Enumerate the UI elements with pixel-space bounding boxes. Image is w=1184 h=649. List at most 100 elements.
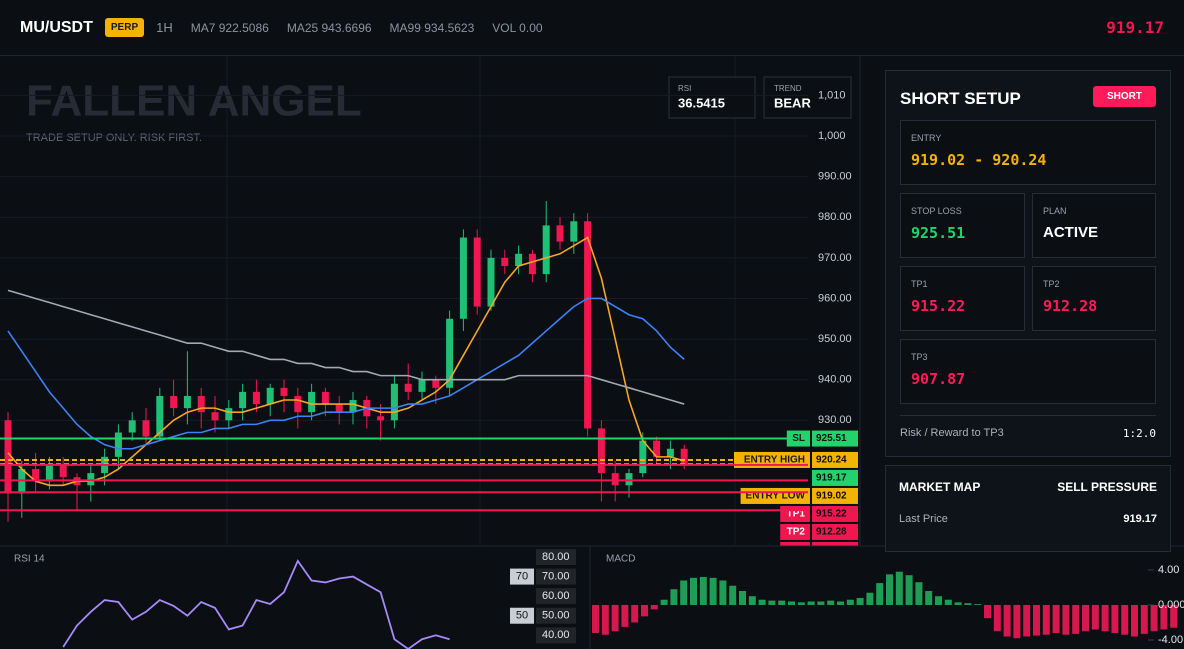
y-tick-label: 70.00	[542, 570, 570, 582]
candle-body	[114, 432, 122, 457]
macd-bar	[739, 590, 746, 605]
candle-body	[266, 387, 274, 405]
macd-bar	[660, 599, 668, 605]
macd-bar	[1160, 604, 1168, 630]
macd-bar	[729, 585, 737, 605]
macd-bar	[1033, 604, 1040, 636]
candle-body	[321, 391, 329, 405]
y-tick-label: 980.00	[818, 211, 852, 223]
candle-body	[666, 448, 674, 457]
ma-line	[7, 289, 685, 405]
trend-box	[763, 76, 852, 119]
candle-body	[459, 237, 467, 319]
candle-body	[528, 253, 536, 275]
macd-bar	[1023, 604, 1031, 637]
level-name-box	[786, 430, 810, 447]
macd-bar	[944, 599, 952, 605]
macd-bar	[1101, 604, 1109, 632]
macd-bar	[1052, 604, 1060, 633]
candle-body	[515, 253, 523, 266]
macd-bar	[690, 577, 697, 605]
macd-bar	[1042, 604, 1050, 635]
level-name: TP1	[787, 509, 806, 520]
panel-title: SHORT SETUP	[900, 89, 1021, 108]
map-last-label: Last Price	[899, 513, 948, 525]
map-title: MARKET MAP	[899, 480, 981, 494]
macd-title: MACD	[606, 554, 635, 565]
candle-body	[446, 318, 454, 388]
y-tick-label: 0.0000	[1158, 599, 1184, 611]
y-tick-label: 1,000	[818, 130, 846, 142]
macd-bar	[876, 583, 884, 605]
market-map: MARKET MAP SELL PRESSURE Last Price 919.…	[885, 465, 1171, 552]
interval[interactable]: 1H	[156, 20, 173, 35]
divider	[900, 415, 1156, 416]
rsi-box	[668, 76, 756, 119]
sl-label: STOP LOSS	[911, 206, 962, 216]
macd-bar	[1091, 604, 1099, 630]
macd-bar	[719, 580, 727, 605]
macd-bar	[895, 571, 903, 605]
y-tick-label: 950.00	[818, 333, 852, 345]
entry-label: ENTRY	[911, 133, 942, 143]
level-value: 919.17	[816, 473, 847, 484]
level-name: TP2	[787, 527, 806, 538]
symbol[interactable]: MU/USDT	[20, 18, 93, 36]
level-label: 70	[516, 570, 528, 582]
level-value-box	[812, 487, 858, 504]
candle-body	[432, 379, 440, 388]
tp1-card: TP1 915.22	[900, 266, 1025, 331]
candle-body	[294, 395, 302, 413]
y-tick-box	[536, 627, 576, 644]
macd-bar	[758, 599, 766, 605]
y-tick-label: -4.00	[1158, 634, 1183, 646]
tp2-value: 912.28	[1043, 297, 1098, 315]
ma-line	[7, 236, 685, 487]
macd-bar	[817, 601, 825, 605]
macd-bar	[984, 604, 991, 619]
macd-bar	[1013, 604, 1021, 639]
y-tick-label: 4.00	[1158, 564, 1179, 576]
candle-body	[225, 408, 233, 421]
short-badge[interactable]: SHORT	[1093, 86, 1156, 107]
tp1-label: TP1	[911, 279, 928, 289]
y-tick-box	[536, 588, 576, 605]
rr-value: 1:2.0	[1122, 427, 1156, 440]
y-tick-label: 990.00	[818, 171, 852, 183]
macd-bar	[709, 577, 717, 605]
candle-body	[87, 473, 95, 486]
y-tick-label: 970.00	[818, 252, 852, 264]
level-value-box	[812, 451, 858, 468]
ma99-label: MA99 934.5623	[389, 20, 475, 35]
candle-body	[625, 473, 633, 486]
candle-body	[404, 383, 412, 392]
candle-body	[170, 395, 178, 409]
entry-value: 919.02 - 920.24	[911, 151, 1047, 169]
ma25-label: MA25 943.6696	[286, 20, 372, 35]
candle-body	[183, 395, 191, 409]
candle-body	[197, 395, 205, 413]
macd-bar	[631, 604, 639, 623]
candle-body	[487, 257, 495, 307]
vol-label: VOL 0.00	[492, 20, 543, 35]
macd-bar	[935, 596, 942, 605]
tp1-value: 915.22	[911, 297, 966, 315]
candle-body	[4, 420, 12, 494]
macd-bar	[1150, 604, 1158, 632]
candle-body	[390, 383, 398, 421]
level-value-box	[812, 469, 858, 486]
level-name: ENTRY LOW	[746, 491, 806, 502]
trend-box-label: TREND	[774, 84, 802, 93]
candle-body	[570, 221, 578, 242]
level-box	[510, 568, 534, 585]
level-value-box	[812, 430, 858, 447]
tp3-card: TP3 907.87	[900, 339, 1156, 404]
y-tick-label: 930.00	[818, 414, 852, 426]
tp3-label: TP3	[911, 352, 928, 362]
level-value: 920.24	[816, 455, 847, 466]
candle-body	[597, 428, 605, 474]
tp2-label: TP2	[1043, 279, 1060, 289]
macd-bar	[592, 604, 599, 633]
macd-bar	[1003, 604, 1011, 637]
macd-bar	[778, 600, 786, 605]
